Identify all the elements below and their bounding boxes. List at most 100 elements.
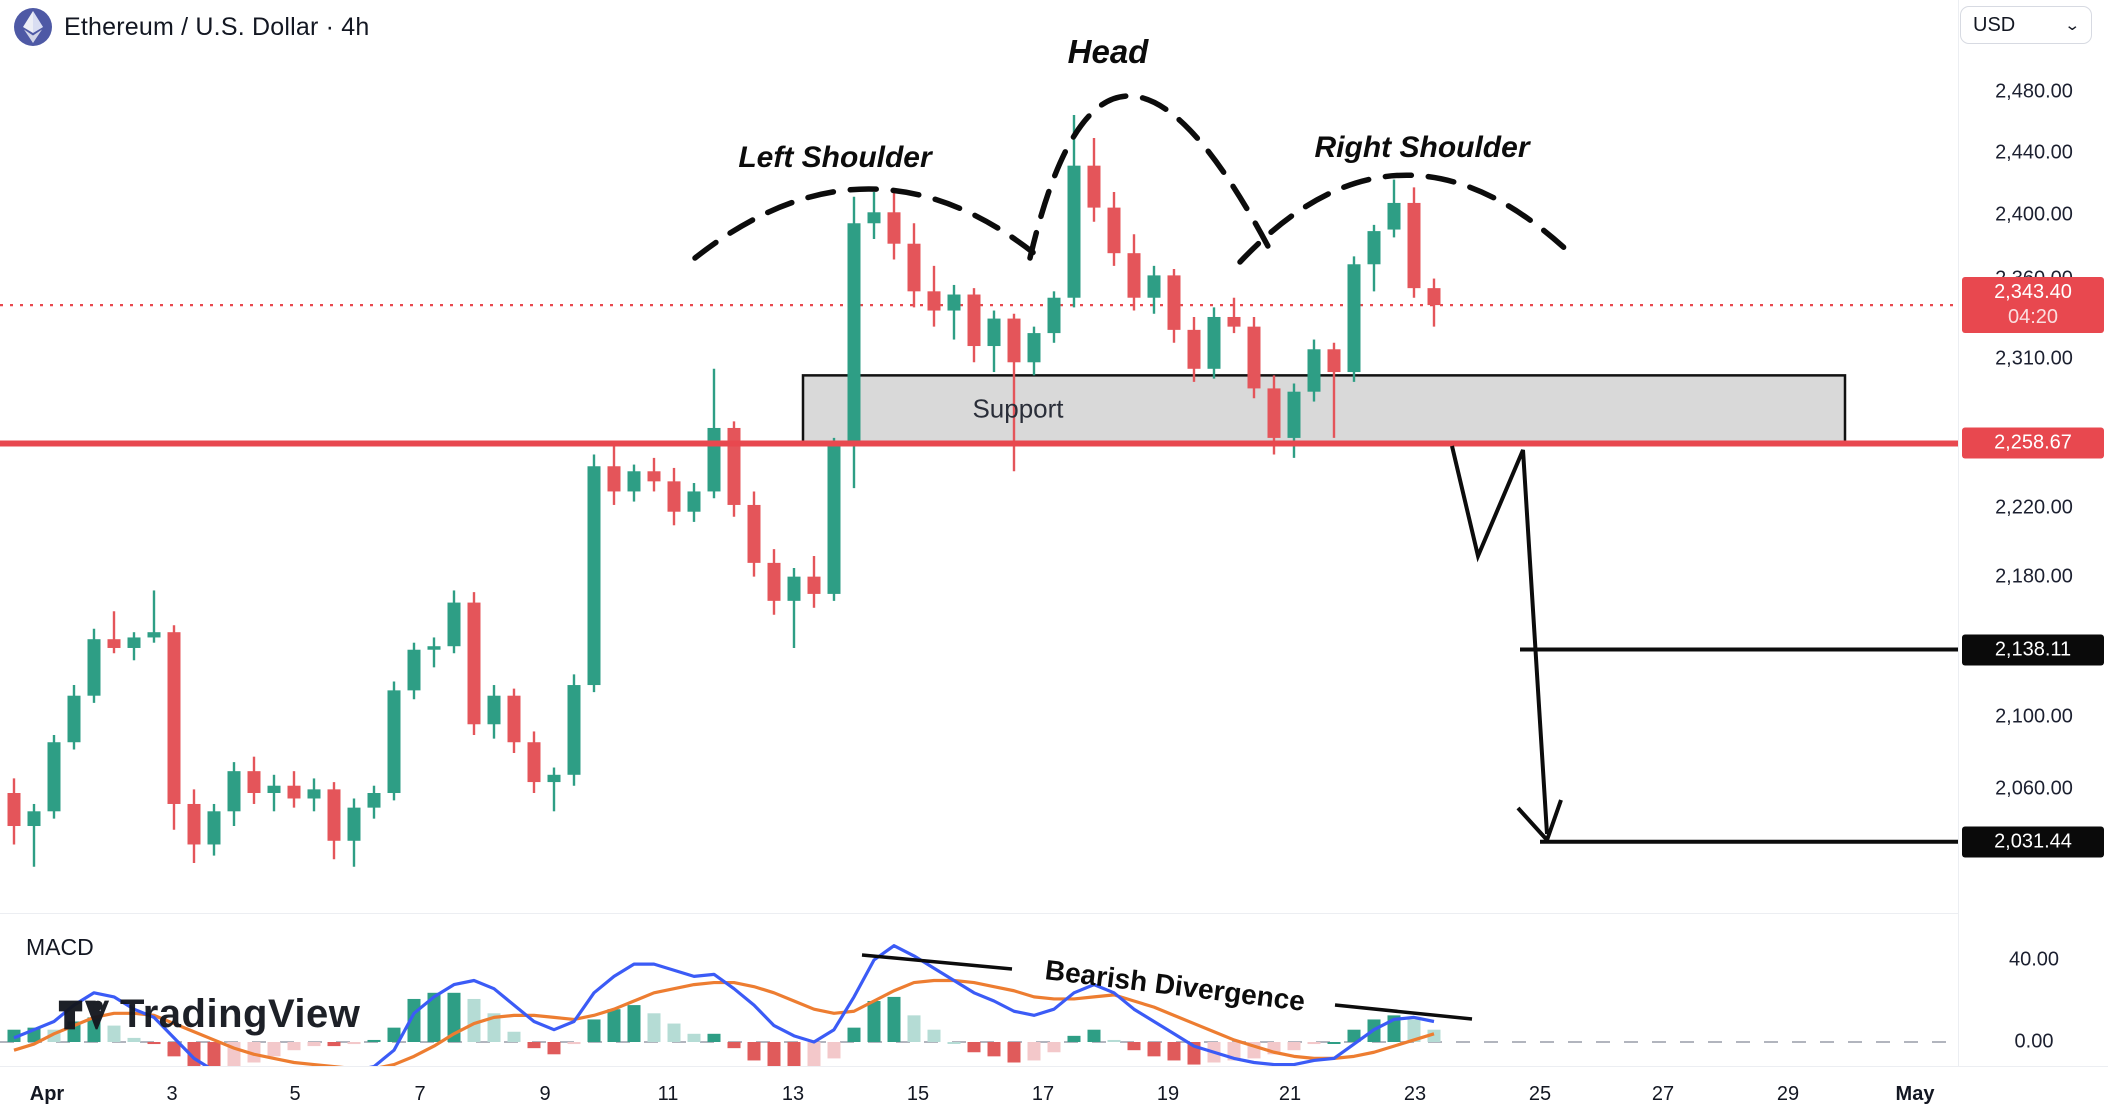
candle-down — [7, 793, 21, 827]
candle-up — [1027, 333, 1041, 363]
candle-down — [607, 466, 621, 492]
macd-histogram-bar — [927, 1029, 941, 1042]
time-tick-label[interactable]: 13 — [781, 1083, 805, 1105]
divergence-line-2[interactable] — [1334, 1003, 1473, 1021]
macd-histogram-bar — [147, 1042, 161, 1045]
time-tick-label[interactable]: 3 — [166, 1083, 178, 1105]
time-tick-label[interactable]: May — [1895, 1083, 1935, 1105]
candle-up — [47, 742, 61, 812]
macd-histogram-bar — [427, 992, 441, 1042]
time-tick-label[interactable]: 9 — [539, 1083, 551, 1105]
candle-down — [647, 471, 661, 482]
support-zone-border — [801, 374, 1847, 444]
macd-indicator-label[interactable]: MACD — [26, 934, 94, 960]
macd-histogram-bar — [107, 1025, 121, 1042]
time-tick-label[interactable]: 29 — [1776, 1083, 1800, 1105]
price-tick-label: 2,220.00 — [1995, 496, 2073, 519]
macd-histogram-bar — [687, 1033, 701, 1042]
symbol-header: Ethereum / U.S. Dollar · 4h — [14, 8, 370, 46]
candle-down — [467, 602, 481, 725]
candle-up — [847, 223, 861, 445]
time-tick-label[interactable]: 15 — [906, 1083, 930, 1105]
macd-histogram-bar — [1127, 1042, 1141, 1051]
macd-histogram-bar — [467, 998, 481, 1042]
macd-histogram-bar — [967, 1042, 981, 1053]
candle-down — [1107, 207, 1121, 254]
macd-histogram-bar — [1147, 1042, 1161, 1057]
time-tick-label[interactable]: 23 — [1403, 1083, 1427, 1105]
macd-histogram-bar — [367, 1039, 381, 1042]
time-tick-label[interactable]: 11 — [657, 1083, 679, 1105]
candle-down — [1247, 326, 1261, 389]
candle-down — [1427, 288, 1441, 306]
candle-down — [727, 427, 741, 505]
price-tick-label: 2,180.00 — [1995, 565, 2073, 588]
currency-select[interactable]: USD ⌄ — [1960, 6, 2092, 44]
candle-up — [487, 695, 501, 725]
pane-divider[interactable] — [0, 913, 1958, 914]
macd-histogram-bar — [567, 1042, 581, 1045]
arrowhead-icon — [1516, 799, 1563, 842]
candle-down — [907, 243, 921, 292]
macd-histogram-bar — [1167, 1042, 1181, 1061]
support-zone-box[interactable] — [803, 375, 1845, 444]
macd-histogram-bar — [547, 1042, 561, 1055]
time-tick-label[interactable]: 25 — [1528, 1083, 1552, 1105]
macd-histogram-bar — [867, 1001, 881, 1042]
left-shoulder-label: Left Shoulder — [738, 141, 932, 174]
macd-histogram-bar — [1327, 1042, 1341, 1044]
candle-down — [1267, 388, 1281, 438]
time-tick-label[interactable]: 7 — [414, 1083, 426, 1105]
macd-histogram-bar — [487, 1013, 501, 1042]
candle-down — [767, 562, 781, 601]
target1-price-badge: 2,138.11 — [1962, 634, 2104, 666]
macd-histogram-bar — [327, 1042, 341, 1047]
candle-down — [1187, 329, 1201, 369]
macd-histogram-bar — [947, 1042, 961, 1044]
head-arc — [1027, 93, 1273, 261]
macd-histogram-bar — [607, 1009, 621, 1042]
time-tick-label[interactable]: 17 — [1031, 1083, 1055, 1105]
macd-histogram-bar — [667, 1023, 681, 1042]
macd-histogram-bar — [1107, 1039, 1121, 1042]
price-tick-label: 2,400.00 — [1995, 203, 2073, 226]
candle-down — [667, 481, 681, 512]
candle-up — [627, 471, 641, 492]
time-tick-label[interactable]: 21 — [1278, 1083, 1302, 1105]
candle-up — [267, 785, 281, 794]
time-tick-label[interactable]: 27 — [1651, 1083, 1675, 1105]
symbol-title[interactable]: Ethereum / U.S. Dollar · 4h — [64, 12, 370, 41]
breakdown-arrow[interactable] — [1450, 445, 1549, 835]
candle-down — [527, 742, 541, 783]
candle-down — [1007, 318, 1021, 363]
macd-histogram-bar — [447, 992, 461, 1042]
macd-histogram-bar — [307, 1042, 321, 1047]
candle-up — [1367, 231, 1381, 265]
candle-down — [1087, 165, 1101, 208]
candle-down — [747, 504, 761, 563]
macd-histogram-bar — [1307, 1042, 1321, 1045]
candle-up — [1147, 275, 1161, 298]
ethereum-icon — [14, 8, 52, 46]
candle-up — [827, 444, 841, 594]
candle-up — [787, 576, 801, 601]
time-tick-label[interactable]: 5 — [289, 1083, 301, 1105]
candle-up — [707, 427, 721, 492]
time-axis[interactable]: Apr 3 5 7 9 11 13 15 17 19 21 23 25 27 29 May — [0, 1066, 2108, 1118]
price-tick-label: 2,100.00 — [1995, 705, 2073, 728]
candle-up — [207, 811, 221, 845]
macd-histogram-bar — [1027, 1042, 1041, 1061]
macd-histogram-bar — [247, 1042, 261, 1063]
candle-down — [1127, 253, 1141, 298]
time-tick-label[interactable]: 19 — [1156, 1083, 1180, 1105]
candle-up — [347, 807, 361, 841]
time-tick-label[interactable]: Apr — [29, 1083, 65, 1105]
candle-up — [947, 294, 961, 311]
macd-histogram-bar — [1047, 1042, 1061, 1053]
right-shoulder-label: Right Shoulder — [1314, 131, 1530, 164]
price-tick-label: 2,310.00 — [1995, 347, 2073, 370]
divergence-line-1[interactable] — [861, 953, 1013, 971]
macd-histogram-bar — [527, 1042, 541, 1049]
macd-histogram-bar — [7, 1029, 21, 1042]
